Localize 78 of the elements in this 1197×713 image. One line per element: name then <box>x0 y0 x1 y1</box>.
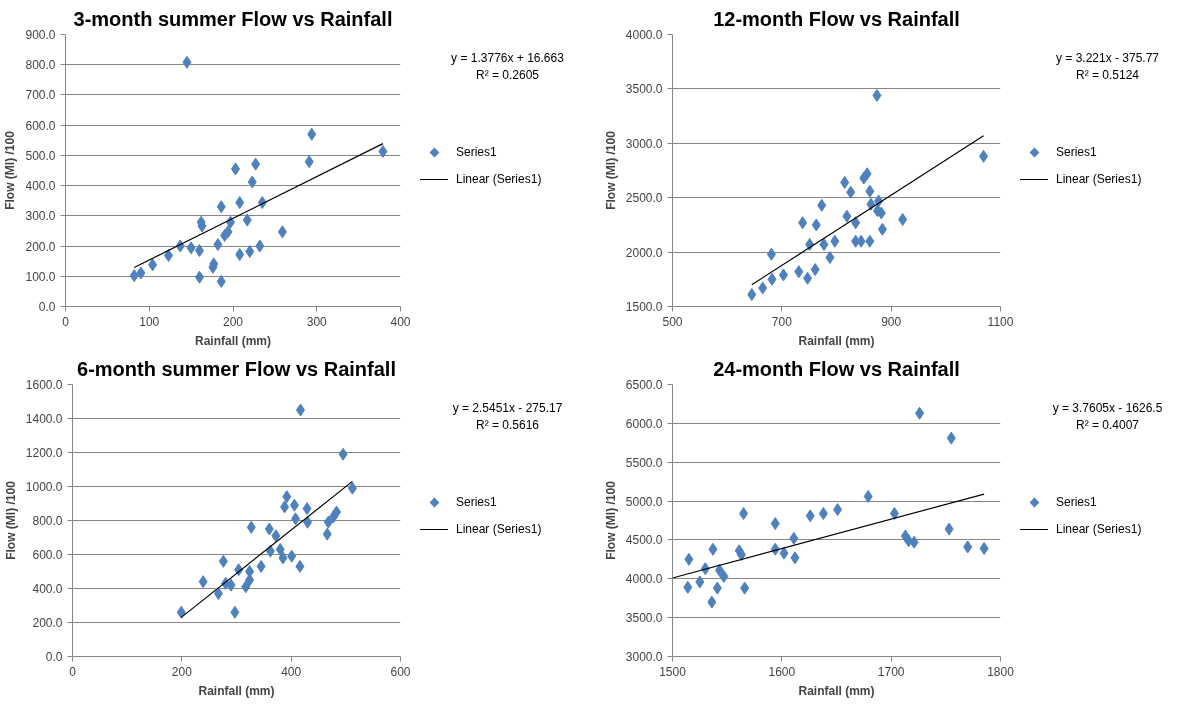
legend-label: Linear (Series1) <box>1056 172 1142 187</box>
legend-label: Series1 <box>1056 145 1097 159</box>
x-tick-label: 1600 <box>768 664 796 679</box>
y-axis-title: Flow (Ml) /100 <box>603 130 618 210</box>
y-tick-label: 1500.0 <box>625 300 663 314</box>
y-tick-label: 400.0 <box>32 582 63 596</box>
text: y = 3.221x - 375.77 <box>1055 51 1160 65</box>
y-tick-label: 1400.0 <box>25 412 63 426</box>
y-tick-label: 3000.0 <box>625 136 663 151</box>
y-tick-label: 100.0 <box>25 269 56 284</box>
y-tick-label: 6500.0 <box>625 378 663 392</box>
y-tick-label: 200.0 <box>32 616 63 630</box>
text: y = 1.3776x + 16.663 <box>451 51 564 65</box>
y-tick-label: 600.0 <box>32 548 63 562</box>
y-tick-label: 600.0 <box>25 118 56 133</box>
y-tick-label: 900.0 <box>25 28 56 42</box>
y-tick-label: 800.0 <box>32 514 63 528</box>
y-tick-label: 5000.0 <box>625 494 663 509</box>
x-tick-label: 100 <box>139 314 160 329</box>
y-tick-label: 400.0 <box>25 179 56 194</box>
x-tick-label: 1700 <box>877 664 905 679</box>
x-axis-title: Rainfall (mm) <box>798 683 875 698</box>
legend-label: Linear (Series1) <box>456 172 542 187</box>
y-tick-label: 4000.0 <box>625 28 663 42</box>
y-tick-label: 6000.0 <box>625 416 663 431</box>
legend-label: Series1 <box>456 495 497 509</box>
text: y = 3.7605x - 1626.5 <box>1052 401 1163 415</box>
y-tick-label: 300.0 <box>25 209 56 224</box>
y-tick-label: 700.0 <box>25 88 56 103</box>
x-tick-label: 200 <box>222 314 244 329</box>
y-axis-title: Flow (Ml) /100 <box>3 130 18 210</box>
y-tick-label: 4000.0 <box>625 572 663 587</box>
text: R² = 0.5616 <box>475 418 540 432</box>
x-tick-label: 1800 <box>987 664 1015 679</box>
y-axis-title: Flow (Ml) /100 <box>603 480 618 560</box>
y-tick-label: 1000.0 <box>25 480 63 494</box>
text: R² = 0.2605 <box>475 68 540 82</box>
legend-label: Series1 <box>456 145 497 159</box>
x-tick-label: 400 <box>390 314 411 329</box>
text: R² = 0.4007 <box>1075 418 1140 432</box>
text: R² = 0.5124 <box>1075 68 1140 82</box>
y-tick-label: 3500.0 <box>625 82 663 97</box>
chart-title: 24-month Flow vs Rainfall <box>713 357 960 380</box>
y-tick-label: 1600.0 <box>25 378 63 392</box>
text: y = 2.5451x - 275.17 <box>452 401 563 415</box>
y-tick-label: 800.0 <box>25 58 56 73</box>
x-tick-label: 200 <box>171 664 193 679</box>
y-tick-label: 0.0 <box>38 300 56 314</box>
y-tick-label: 500.0 <box>25 148 56 163</box>
y-tick-label: 1200.0 <box>25 446 63 460</box>
y-tick-label: 2500.0 <box>625 191 663 206</box>
x-tick-label: 0 <box>62 314 70 329</box>
x-tick-label: 300 <box>306 314 328 329</box>
x-tick-label: 1500 <box>659 664 687 679</box>
legend-label: Series1 <box>1056 495 1097 509</box>
x-tick-label: 600 <box>390 664 411 679</box>
y-tick-label: 3000.0 <box>625 650 663 664</box>
legend-label: Linear (Series1) <box>456 522 542 537</box>
y-tick-label: 3500.0 <box>625 611 663 626</box>
chart-title: 3-month summer Flow vs Rainfall <box>73 7 393 30</box>
y-tick-label: 2000.0 <box>625 245 663 260</box>
chart-title: 6-month summer Flow vs Rainfall <box>77 357 396 380</box>
x-axis-title: Rainfall (mm) <box>798 333 875 348</box>
y-tick-label: 200.0 <box>25 239 56 254</box>
x-tick-label: 700 <box>771 314 793 329</box>
x-axis-title: Rainfall (mm) <box>195 333 272 348</box>
x-tick-label: 1100 <box>987 314 1014 329</box>
x-axis-title: Rainfall (mm) <box>198 683 275 698</box>
y-axis-title: Flow (Ml) /100 <box>3 480 18 560</box>
chart-title: 12-month Flow vs Rainfall <box>713 7 960 30</box>
x-tick-label: 900 <box>881 314 902 329</box>
x-tick-label: 400 <box>281 664 302 679</box>
x-tick-label: 500 <box>662 314 683 329</box>
legend-label: Linear (Series1) <box>1056 522 1142 537</box>
x-tick-label: 0 <box>69 664 77 679</box>
y-tick-label: 0.0 <box>45 650 63 664</box>
y-tick-label: 5500.0 <box>625 455 663 470</box>
y-tick-label: 4500.0 <box>625 533 663 548</box>
